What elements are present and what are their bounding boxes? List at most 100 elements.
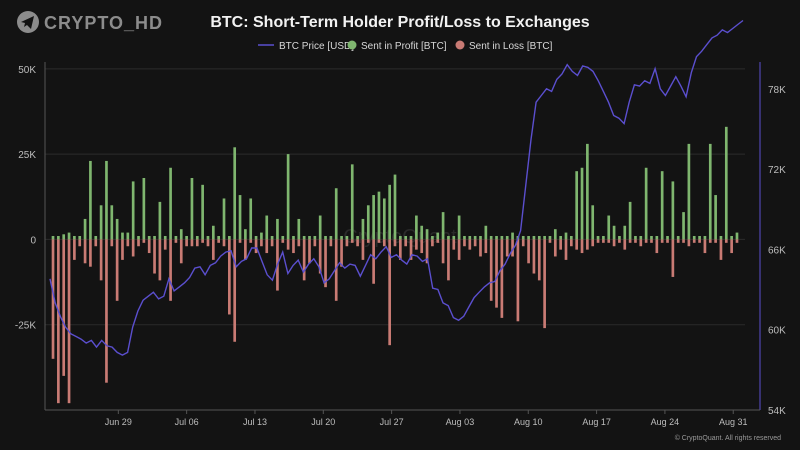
loss-bar: [698, 239, 701, 243]
profit-bar: [676, 236, 680, 240]
loss-bar: [147, 239, 151, 254]
profit-bar: [222, 198, 226, 240]
profit-bar: [537, 236, 541, 240]
loss-bar: [249, 239, 253, 243]
profit-bar: [67, 232, 71, 240]
profit-bar: [388, 184, 391, 240]
loss-bar: [254, 239, 258, 254]
profit-bar: [564, 232, 568, 240]
profit-bar: [521, 236, 525, 240]
profit-bar: [543, 236, 546, 240]
loss-bar: [409, 239, 413, 260]
left-tick-label: 50K: [18, 65, 36, 76]
right-tick-label: 78K: [768, 85, 786, 96]
profit-bar: [644, 167, 648, 240]
loss-bar: [110, 239, 114, 247]
loss-bar: [532, 239, 536, 274]
profit-bar: [121, 232, 124, 240]
profit-bar: [436, 232, 440, 240]
loss-bar: [671, 239, 675, 277]
loss-bar: [73, 239, 76, 260]
profit-bar: [634, 236, 637, 240]
right-tick-label: 66K: [768, 245, 786, 256]
profit-bar: [249, 198, 253, 240]
profit-bar: [329, 236, 333, 240]
loss-bar: [153, 239, 156, 274]
profit-bar: [682, 212, 685, 240]
x-tick-label: Jul 20: [311, 417, 335, 427]
loss-bar: [463, 239, 466, 247]
brand: CRYPTO_HD: [17, 11, 163, 33]
loss-bar: [655, 239, 659, 254]
price-line: [49, 19, 744, 356]
loss-bar: [596, 239, 600, 243]
profit-bar: [163, 236, 167, 240]
profit-bar: [356, 236, 359, 240]
legend-loss-swatch: [455, 40, 465, 50]
profit-bar: [276, 218, 279, 240]
profit-bar: [580, 167, 584, 240]
profit-bar: [73, 236, 76, 240]
brand-name: CRYPTO_HD: [44, 13, 163, 33]
legend-profit-swatch: [347, 40, 357, 50]
profit-bar: [99, 205, 103, 240]
profit-bar: [57, 236, 60, 240]
profit-bar: [377, 191, 381, 240]
loss-bar: [660, 239, 664, 243]
profit-bar: [185, 236, 188, 240]
x-axis-ticks: Jun 29 Jul 06 Jul 13 Jul 20 Jul 27 Aug 03 Aug …: [105, 410, 748, 427]
profit-bar: [238, 195, 242, 240]
profit-bar: [500, 236, 504, 240]
left-axis-ticks: 50K 25K 0 -25K: [15, 65, 37, 332]
loss-bar: [650, 239, 653, 243]
loss-bar: [377, 239, 381, 243]
loss-bar: [185, 239, 188, 247]
profit-bar: [703, 236, 707, 240]
loss-bar: [206, 239, 210, 247]
profit-bar: [334, 188, 338, 240]
profit-bar: [361, 218, 365, 240]
loss-bar: [99, 239, 103, 281]
loss-bar: [115, 239, 119, 301]
loss-bar: [270, 239, 274, 247]
profit-bar: [484, 225, 488, 240]
loss-bar: [511, 239, 514, 257]
profit-bar: [51, 236, 55, 240]
profit-bar: [452, 236, 456, 240]
loss-bar: [548, 239, 552, 243]
loss-bar: [607, 239, 611, 243]
profit-bar: [147, 236, 151, 240]
profit-bar: [532, 236, 536, 240]
loss-bar: [586, 239, 589, 250]
loss-bar: [366, 239, 370, 243]
loss-bar: [131, 239, 135, 257]
profit-bar: [211, 225, 215, 240]
left-tick-label: 0: [30, 235, 36, 246]
loss-bar: [452, 239, 456, 250]
profit-bar: [724, 126, 728, 240]
profit-bar: [714, 195, 717, 240]
loss-bar: [703, 239, 707, 254]
loss-bar: [356, 239, 359, 247]
loss-bar: [121, 239, 124, 260]
loss-bar: [420, 239, 424, 254]
loss-bar: [495, 239, 498, 308]
loss-bar: [340, 239, 343, 267]
x-tick-label: Aug 10: [514, 417, 543, 427]
profit-bar: [313, 236, 317, 240]
right-tick-label: 60K: [768, 326, 786, 337]
profit-bar: [495, 236, 498, 240]
loss-bar: [489, 239, 493, 301]
loss-bar: [425, 239, 429, 264]
x-tick-label: Jul 06: [175, 417, 199, 427]
profit-bar: [281, 236, 285, 240]
loss-bar: [388, 239, 391, 346]
loss-bar: [570, 239, 573, 247]
loss-bar: [687, 239, 691, 247]
loss-bar: [682, 239, 685, 243]
loss-bar: [174, 239, 178, 243]
profit-bar: [62, 234, 66, 240]
x-tick-label: Aug 31: [719, 417, 748, 427]
profit-bar: [233, 147, 237, 240]
loss-bar: [537, 239, 541, 281]
